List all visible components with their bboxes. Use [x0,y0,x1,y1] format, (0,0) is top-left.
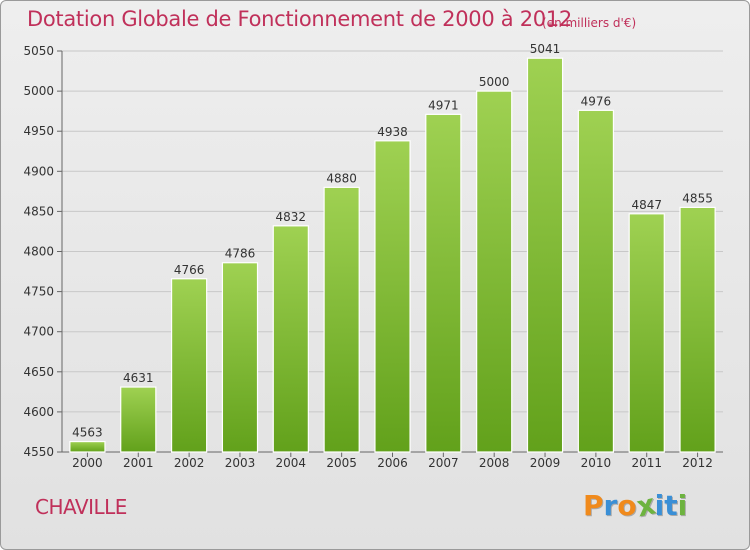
x-tick-label-2002: 2002 [174,456,205,470]
x-tick-label-2004: 2004 [276,456,307,470]
data-labels: 4563 4631 4766 4786 4832 4880 4938 4971 5000 5041… [72,42,713,439]
data-label-2006: 4938 [377,125,408,139]
data-label-2003: 4786 [225,247,256,261]
x-tick-label-2006: 2006 [377,456,408,470]
bar-2003 [221,262,259,453]
y-tick-label: 4550 [23,445,54,459]
x-tick-label-2010: 2010 [581,456,612,470]
y-tick-labels: 4550 4600 4650 4700 4750 4800 4850 4900 4950 5000… [23,44,54,459]
x-tick-label-2001: 2001 [123,456,154,470]
y-tick-label: 4750 [23,285,54,299]
y-tick-label: 4700 [23,325,54,339]
bar-2005 [323,186,360,453]
y-tick-label: 5050 [23,44,54,58]
y-tick-label: 4800 [23,245,54,259]
bar-2006 [374,140,411,453]
data-label-2009: 5041 [530,42,561,56]
y-tick-label: 4650 [23,365,54,379]
bar-2007 [425,113,462,453]
y-tick-label: 4600 [23,405,54,419]
x-tick-label-2000: 2000 [72,456,103,470]
logo-letter: o [617,489,637,522]
x-tick-label-2011: 2011 [631,456,662,470]
bar-2008 [476,90,513,453]
y-tick-label: 4950 [23,124,54,138]
bar-2012 [679,206,716,453]
bar-2009 [526,57,564,453]
bar-2001 [120,386,157,453]
x-tick-label-2003: 2003 [225,456,256,470]
logo-letter: P [583,489,604,522]
logo-letter: t [664,489,678,522]
x-tick-label-2005: 2005 [326,456,357,470]
data-label-2012: 4855 [682,191,713,205]
data-label-2008: 5000 [479,75,510,89]
x-tick-label-2009: 2009 [530,456,561,470]
data-label-2001: 4631 [123,371,154,385]
bar-2011 [628,213,665,453]
data-label-2005: 4880 [326,171,357,185]
data-label-2004: 4832 [276,210,307,224]
logo-letter: r [603,489,618,522]
y-tick-label: 4850 [23,204,54,218]
bar-2000 [69,440,106,453]
chart-title: Dotation Globale de Fonctionnement de 20… [27,7,572,31]
data-label-2010: 4976 [581,94,612,108]
y-tick-label: 5000 [23,84,54,98]
bar-2010 [577,109,615,453]
data-label-2011: 4847 [631,198,662,212]
x-tick-label-2008: 2008 [479,456,510,470]
logo-letter: i [677,489,688,522]
data-label-2007: 4971 [428,98,459,112]
bars [69,57,716,453]
data-label-2000: 4563 [72,426,103,440]
bar-2002 [170,278,208,453]
proxiti-logo: Proxiti [583,487,688,523]
x-tick-label-2007: 2007 [428,456,459,470]
bar-2004 [272,225,309,453]
y-tick-label: 4900 [23,164,54,178]
logo-letter: i [654,489,665,522]
chart-subtitle: (en milliers d'€) [542,16,637,30]
x-tick-labels: 2000 2001 2002 2003 2004 2005 2006 2007 2008 2009… [72,456,713,470]
city-name: CHAVILLE [35,495,127,519]
data-label-2002: 4766 [174,263,205,277]
x-tick-label-2012: 2012 [682,456,713,470]
